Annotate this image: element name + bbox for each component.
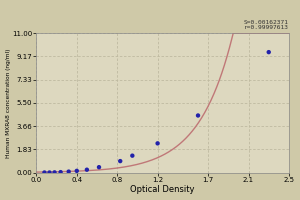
Point xyxy=(155,142,160,145)
Point xyxy=(66,170,71,173)
Point xyxy=(97,166,101,169)
Y-axis label: Human MXRA8 concentration (ng/ml): Human MXRA8 concentration (ng/ml) xyxy=(6,48,10,158)
Point xyxy=(196,114,200,117)
Point xyxy=(42,171,47,174)
Point xyxy=(47,171,52,174)
Point xyxy=(266,51,271,54)
Point xyxy=(74,169,79,172)
Point xyxy=(118,159,123,163)
Text: S=0.00162371
r=0.99997613: S=0.00162371 r=0.99997613 xyxy=(244,20,289,30)
Point xyxy=(130,154,135,157)
X-axis label: Optical Density: Optical Density xyxy=(130,185,195,194)
Point xyxy=(52,171,57,174)
Point xyxy=(85,168,89,171)
Point xyxy=(58,171,63,174)
